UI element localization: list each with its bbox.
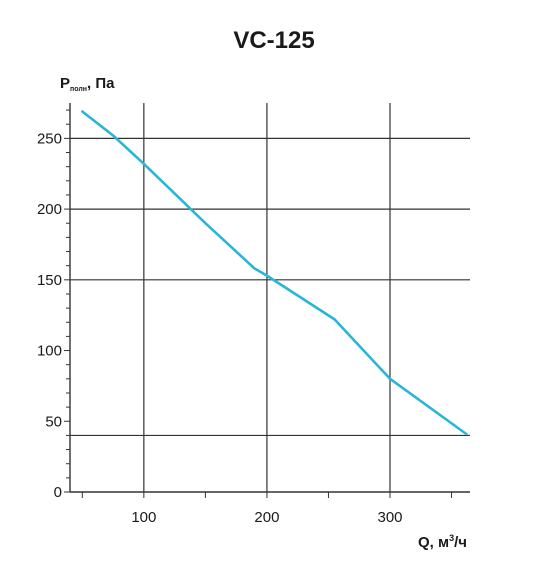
x-tick-label-200: 200	[254, 509, 279, 526]
series-line-0	[82, 112, 466, 435]
x-tick-label-300: 300	[377, 509, 402, 526]
x-axis-label-rest: /ч	[454, 534, 467, 551]
chart-title: VC-125	[233, 27, 314, 54]
x-tick-label-100: 100	[131, 509, 156, 526]
y-axis-label-sub: полн	[70, 86, 87, 93]
tick-labels: 0 50 100 150 200 250 100 200 300	[37, 130, 403, 526]
y-axis-label: Pполн, Па	[60, 75, 115, 93]
y-tick-label-250: 250	[37, 130, 62, 147]
y-axis-label-rest: , Па	[87, 75, 115, 92]
x-axis-label: Q, м3/ч	[418, 533, 467, 551]
y-tick-label-50: 50	[45, 413, 62, 430]
grid-lines	[70, 103, 470, 492]
x-axis-label-main: Q, м	[418, 534, 449, 551]
y-tick-label-150: 150	[37, 272, 62, 289]
y-axis-label-main: P	[60, 75, 70, 92]
y-tick-label-200: 200	[37, 201, 62, 218]
series-layer	[82, 111, 466, 434]
y-tick-label-0: 0	[54, 484, 62, 501]
y-tick-label-100: 100	[37, 343, 62, 360]
